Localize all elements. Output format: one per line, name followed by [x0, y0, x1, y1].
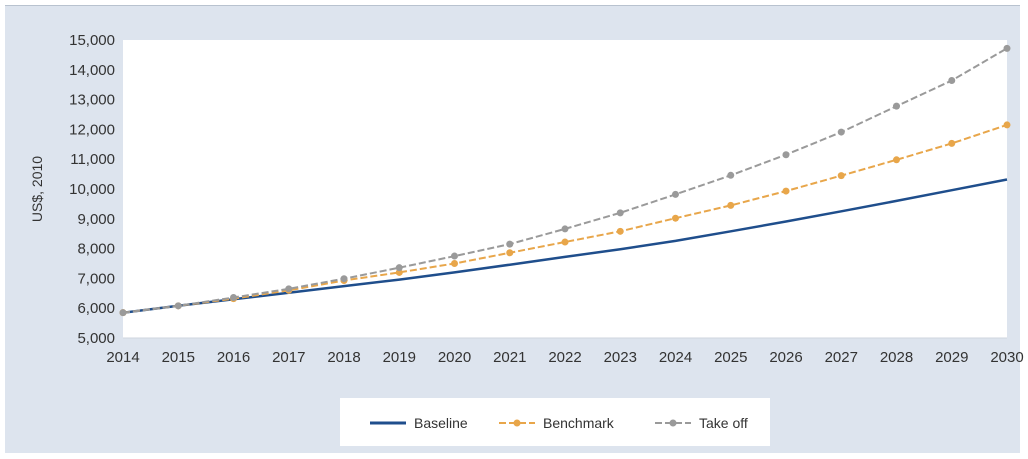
legend-label: Take off: [699, 415, 748, 431]
x-tick-label: 2026: [769, 349, 802, 366]
data-point-take-off: [782, 151, 790, 159]
data-point-take-off: [727, 171, 735, 179]
series-group: [119, 44, 1011, 317]
y-tick-label: 11,000: [70, 151, 115, 168]
x-tick-label: 2014: [106, 349, 139, 366]
x-tick-label: 2025: [714, 349, 747, 366]
x-tick-label: 2019: [383, 349, 416, 366]
y-tick-label: 6,000: [77, 300, 115, 317]
data-point-take-off: [285, 285, 293, 293]
data-point-take-off: [948, 77, 956, 85]
x-tick-label: 2027: [825, 349, 858, 366]
data-point-benchmark: [672, 214, 679, 222]
data-point-benchmark: [616, 227, 624, 235]
y-tick-label: 9,000: [77, 211, 115, 228]
x-tick-label: 2016: [217, 349, 250, 366]
legend: [340, 398, 770, 446]
y-axis-ticks: 5,000 6,000 7,000 8,000 9,000 10,000 11,000 12,…: [69, 32, 115, 347]
data-point-take-off: [1003, 44, 1011, 52]
data-point-benchmark: [561, 238, 569, 246]
data-point-benchmark: [506, 249, 514, 257]
x-tick-label: 2023: [604, 349, 637, 366]
data-point-benchmark: [1003, 121, 1011, 129]
x-tick-label: 2030: [990, 349, 1023, 366]
series-line-benchmark: [122, 123, 1008, 314]
x-tick-label: 2015: [162, 349, 195, 366]
data-point-take-off: [561, 225, 569, 233]
data-point-take-off: [837, 128, 845, 136]
legend-marker: [513, 419, 521, 427]
legend-label: Benchmark: [543, 415, 615, 431]
data-point-take-off: [451, 252, 458, 260]
legend-label: Baseline: [414, 415, 468, 431]
y-tick-label: 14,000: [69, 62, 115, 79]
x-tick-label: 2022: [548, 349, 581, 366]
x-axis-ticks: 2014 2015 2016 2017 2018 2019 2020 2021 2022 2023…: [106, 349, 1023, 366]
data-point-take-off: [395, 264, 403, 272]
data-point-benchmark: [948, 139, 956, 147]
data-point-take-off: [230, 293, 237, 301]
y-tick-label: 10,000: [69, 181, 115, 198]
data-point-take-off: [506, 240, 514, 248]
data-point-take-off: [616, 209, 624, 217]
data-point-benchmark: [727, 201, 735, 209]
data-point-take-off: [893, 102, 900, 110]
y-tick-label: 8,000: [77, 241, 115, 258]
y-tick-label: 13,000: [69, 92, 115, 109]
series-line-take-off: [122, 47, 1008, 314]
series-line-baseline: [122, 178, 1008, 314]
legend-items: Baseline Benchmark Take off: [370, 415, 748, 431]
x-tick-label: 2017: [272, 349, 305, 366]
data-point-benchmark: [837, 172, 845, 180]
data-point-take-off: [119, 309, 127, 317]
data-point-take-off: [340, 275, 348, 283]
data-point-benchmark: [782, 187, 790, 195]
data-point-benchmark: [451, 260, 458, 267]
data-point-take-off: [672, 190, 679, 198]
x-tick-label: 2029: [935, 349, 968, 366]
y-tick-label: 5,000: [77, 330, 115, 347]
data-point-benchmark: [893, 156, 900, 164]
x-tick-label: 2024: [659, 349, 692, 366]
x-tick-label: 2021: [493, 349, 526, 366]
y-tick-label: 12,000: [69, 121, 115, 138]
x-tick-label: 2018: [327, 349, 360, 366]
y-axis-title: US$, 2010: [29, 156, 45, 222]
legend-marker: [669, 419, 677, 427]
plot-area: [123, 40, 1007, 338]
y-tick-label: 15,000: [69, 32, 115, 49]
y-tick-label: 7,000: [77, 270, 115, 287]
data-point-take-off: [174, 302, 182, 310]
x-tick-label: 2028: [880, 349, 913, 366]
x-tick-label: 2020: [438, 349, 471, 366]
